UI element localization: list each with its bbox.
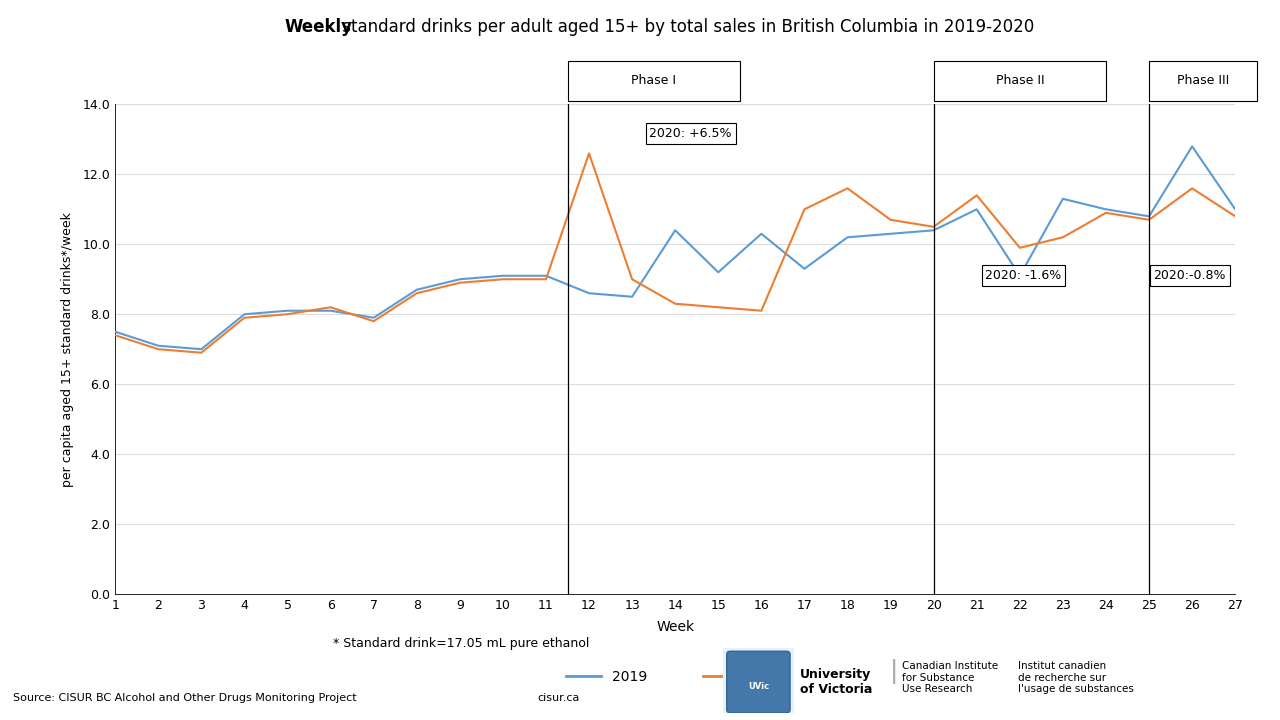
2019 (1228, 205, 1243, 214)
Y-axis label: per capita aged 15+ standard drinks*/week: per capita aged 15+ standard drinks*/wee… (61, 212, 74, 487)
2020 (925, 222, 941, 231)
Text: 2020: +6.5%: 2020: +6.5% (649, 127, 732, 140)
2020 (495, 275, 511, 284)
Text: Phase II: Phase II (996, 74, 1044, 88)
2020 (796, 205, 812, 214)
2019 (883, 230, 899, 238)
Text: 2020: -1.6%: 2020: -1.6% (986, 269, 1061, 282)
2020 (710, 303, 726, 312)
2019 (280, 307, 296, 315)
2020 (280, 310, 296, 318)
2020 (193, 348, 209, 357)
2020 (1228, 212, 1243, 220)
2019 (193, 345, 209, 354)
2020 (581, 149, 596, 158)
2020 (151, 345, 166, 354)
Line: 2019: 2019 (115, 146, 1235, 349)
Text: |: | (890, 659, 899, 684)
2019 (495, 271, 511, 280)
2020 (1012, 243, 1028, 252)
2020 (668, 300, 684, 308)
2019 (1098, 205, 1114, 214)
Text: standard drinks per adult aged 15+ by total sales in British Columbia in 2019-20: standard drinks per adult aged 15+ by to… (337, 18, 1034, 36)
2020 (237, 313, 252, 322)
2020 (366, 317, 381, 325)
Legend: 2019, 2020: 2019, 2020 (561, 665, 790, 690)
2020 (1184, 184, 1199, 193)
FancyBboxPatch shape (727, 651, 790, 713)
2019 (754, 230, 769, 238)
2019 (1012, 271, 1028, 280)
2019 (1142, 212, 1157, 220)
2020 (1098, 209, 1114, 217)
2019 (323, 307, 338, 315)
2020 (1142, 215, 1157, 224)
2020 (108, 331, 123, 340)
Text: Phase I: Phase I (631, 74, 676, 88)
2019 (108, 328, 123, 336)
2019 (668, 226, 684, 235)
2019 (539, 271, 554, 280)
Text: Weekly: Weekly (284, 18, 352, 36)
2019 (581, 289, 596, 297)
2020 (452, 279, 467, 287)
2020 (883, 215, 899, 224)
2019 (366, 313, 381, 322)
2020 (754, 307, 769, 315)
2019 (625, 292, 640, 301)
Text: Source: CISUR BC Alcohol and Other Drugs Monitoring Project: Source: CISUR BC Alcohol and Other Drugs… (13, 693, 356, 703)
Text: Institut canadien
de recherche sur
l'usage de substances: Institut canadien de recherche sur l'usa… (1018, 661, 1134, 694)
Text: University
of Victoria: University of Victoria (800, 668, 873, 696)
2019 (840, 233, 855, 242)
2019 (969, 205, 984, 214)
2020 (410, 289, 425, 297)
2019 (925, 226, 941, 235)
Text: Canadian Institute
for Substance
Use Research: Canadian Institute for Substance Use Res… (902, 661, 998, 694)
2019 (1184, 142, 1199, 150)
2019 (237, 310, 252, 318)
2020 (539, 275, 554, 284)
2020 (840, 184, 855, 193)
Text: Weekly standard drinks per adult aged 15+ by total sales in British Columbia in : Weekly standard drinks per adult aged 15… (261, 18, 1019, 36)
2019 (151, 341, 166, 350)
2019 (452, 275, 467, 284)
2019 (410, 285, 425, 294)
Text: 2020:-0.8%: 2020:-0.8% (1153, 269, 1226, 282)
Text: Phase III: Phase III (1176, 74, 1229, 88)
2020 (969, 191, 984, 199)
2019 (1055, 194, 1070, 203)
2019 (796, 264, 812, 273)
Line: 2020: 2020 (115, 153, 1235, 353)
Text: cisur.ca: cisur.ca (538, 693, 580, 703)
Text: UVic: UVic (748, 683, 769, 691)
2020 (1055, 233, 1070, 242)
2019 (710, 268, 726, 276)
2020 (625, 275, 640, 284)
X-axis label: Week: Week (657, 620, 694, 634)
Text: * Standard drink=17.05 mL pure ethanol: * Standard drink=17.05 mL pure ethanol (333, 637, 589, 650)
2020 (323, 303, 338, 312)
